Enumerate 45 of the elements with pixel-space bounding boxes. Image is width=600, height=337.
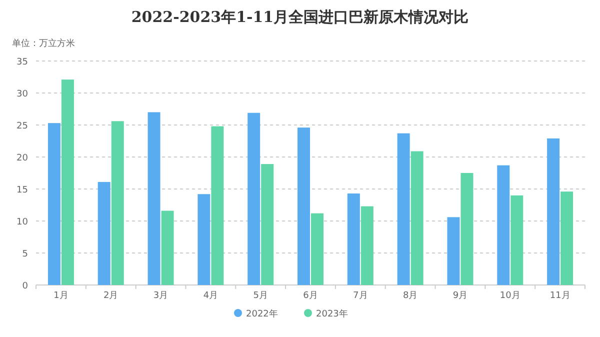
bar — [111, 121, 124, 285]
bar — [61, 80, 74, 285]
bar — [497, 165, 510, 285]
bar — [547, 138, 560, 285]
bar — [148, 112, 160, 285]
bar — [397, 133, 410, 285]
bar — [198, 194, 210, 285]
y-tick-label: 15 — [16, 186, 28, 196]
x-tick-label: 5月 — [253, 291, 268, 301]
legend-label: 2023年 — [316, 308, 348, 320]
bar — [360, 206, 374, 285]
y-tick-label: 35 — [16, 58, 28, 68]
bar — [98, 182, 110, 285]
y-tick-label: 25 — [16, 122, 28, 132]
bar — [560, 192, 574, 285]
bar — [447, 217, 460, 285]
x-tick-label: 9月 — [452, 291, 468, 301]
x-tick-label: 11月 — [550, 291, 570, 301]
y-tick-label: 5 — [22, 250, 28, 260]
bar — [248, 112, 260, 285]
x-tick-label: 10月 — [500, 291, 520, 301]
bar — [460, 173, 474, 285]
x-tick-label: 8月 — [402, 291, 418, 301]
bar — [161, 210, 174, 285]
x-tick-label: 1月 — [54, 291, 68, 301]
y-tick-label: 10 — [16, 218, 28, 228]
bar — [410, 151, 424, 285]
bar — [298, 128, 310, 285]
x-tick-label: 3月 — [153, 291, 168, 301]
bar — [510, 195, 524, 285]
bar — [48, 123, 60, 285]
bar — [311, 213, 324, 285]
x-tick-label: 4月 — [203, 291, 218, 301]
y-tick-label: 0 — [22, 282, 28, 292]
x-tick-label: 6月 — [303, 291, 318, 301]
y-tick-label: 30 — [16, 90, 28, 100]
x-tick-label: 2月 — [103, 291, 118, 301]
chart-title: 2022-2023年1-11月全国进口巴新原木情况对比 — [131, 8, 469, 26]
x-tick-label: 7月 — [353, 291, 368, 301]
legend-label: 2022年 — [246, 308, 278, 320]
bar — [347, 193, 360, 285]
y-axis-title: 单位：万立方米 — [12, 38, 75, 49]
y-tick-label: 20 — [16, 154, 28, 164]
bar — [211, 126, 224, 285]
bar — [261, 164, 274, 285]
